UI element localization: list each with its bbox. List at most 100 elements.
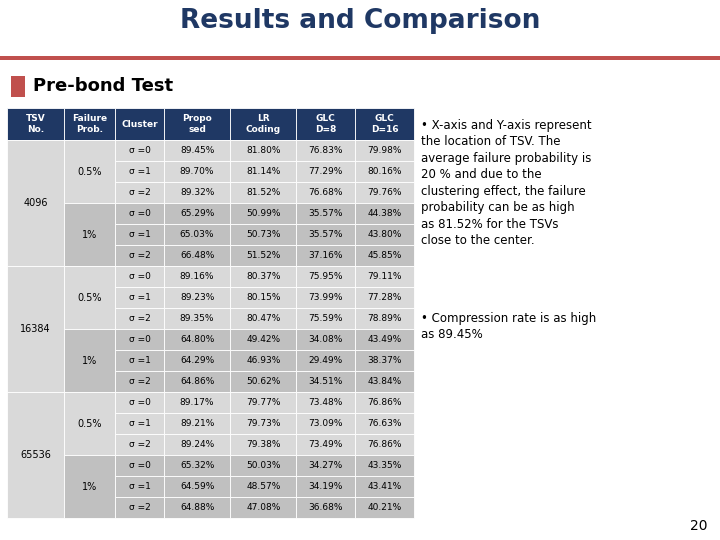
Bar bbox=[355, 245, 414, 266]
Bar bbox=[230, 161, 297, 182]
Bar bbox=[164, 266, 230, 287]
Bar bbox=[355, 329, 414, 350]
Text: 38.37%: 38.37% bbox=[367, 356, 402, 365]
Bar bbox=[164, 203, 230, 224]
Text: 66.48%: 66.48% bbox=[180, 251, 215, 260]
Text: σ =0: σ =0 bbox=[129, 209, 150, 218]
Bar bbox=[164, 371, 230, 392]
Bar bbox=[7, 266, 63, 392]
Bar bbox=[297, 497, 355, 518]
Bar bbox=[230, 245, 297, 266]
Text: 64.88%: 64.88% bbox=[180, 503, 215, 512]
Bar bbox=[164, 476, 230, 497]
Bar bbox=[355, 182, 414, 203]
Bar bbox=[115, 392, 164, 413]
Bar bbox=[63, 140, 115, 203]
Text: 76.68%: 76.68% bbox=[309, 188, 343, 197]
Text: 47.08%: 47.08% bbox=[246, 503, 281, 512]
Bar bbox=[63, 392, 115, 455]
Text: 76.83%: 76.83% bbox=[309, 146, 343, 155]
Bar bbox=[355, 476, 414, 497]
Bar bbox=[355, 413, 414, 434]
Text: 37.16%: 37.16% bbox=[309, 251, 343, 260]
Text: 81.52%: 81.52% bbox=[246, 188, 281, 197]
Bar bbox=[230, 476, 297, 497]
Bar bbox=[164, 245, 230, 266]
Bar bbox=[115, 455, 164, 476]
Text: 43.80%: 43.80% bbox=[367, 230, 402, 239]
Text: 89.35%: 89.35% bbox=[180, 314, 215, 323]
Text: 4096: 4096 bbox=[23, 198, 48, 208]
Bar bbox=[164, 392, 230, 413]
Text: 64.80%: 64.80% bbox=[180, 335, 215, 344]
Bar bbox=[297, 182, 355, 203]
Bar bbox=[115, 182, 164, 203]
Bar bbox=[355, 140, 414, 161]
Text: 43.84%: 43.84% bbox=[367, 377, 402, 386]
Text: GLC
D=8: GLC D=8 bbox=[315, 114, 336, 134]
Bar bbox=[164, 287, 230, 308]
Text: 35.57%: 35.57% bbox=[309, 230, 343, 239]
Text: Failure
Prob.: Failure Prob. bbox=[72, 114, 107, 134]
Bar bbox=[230, 329, 297, 350]
Text: 40.21%: 40.21% bbox=[367, 503, 402, 512]
Bar bbox=[297, 203, 355, 224]
Bar bbox=[115, 329, 164, 350]
Bar bbox=[355, 371, 414, 392]
Bar bbox=[115, 287, 164, 308]
Text: 79.11%: 79.11% bbox=[367, 272, 402, 281]
Text: Results and Comparison: Results and Comparison bbox=[180, 8, 540, 33]
Bar bbox=[297, 413, 355, 434]
Bar bbox=[164, 434, 230, 455]
Text: 80.16%: 80.16% bbox=[367, 167, 402, 176]
Bar bbox=[230, 203, 297, 224]
Text: σ =2: σ =2 bbox=[129, 503, 150, 512]
Bar bbox=[115, 497, 164, 518]
Text: σ =2: σ =2 bbox=[129, 188, 150, 197]
Bar bbox=[115, 266, 164, 287]
Text: 44.38%: 44.38% bbox=[367, 209, 402, 218]
Bar bbox=[230, 224, 297, 245]
Bar bbox=[297, 329, 355, 350]
Text: 79.76%: 79.76% bbox=[367, 188, 402, 197]
Bar bbox=[230, 266, 297, 287]
Text: 89.23%: 89.23% bbox=[180, 293, 215, 302]
Text: 35.57%: 35.57% bbox=[309, 209, 343, 218]
Text: 1%: 1% bbox=[81, 482, 97, 492]
Text: 50.99%: 50.99% bbox=[246, 209, 281, 218]
Text: 64.29%: 64.29% bbox=[180, 356, 215, 365]
Text: σ =1: σ =1 bbox=[129, 293, 150, 302]
Text: 50.73%: 50.73% bbox=[246, 230, 281, 239]
Bar bbox=[115, 308, 164, 329]
Text: 29.49%: 29.49% bbox=[309, 356, 343, 365]
Text: 77.29%: 77.29% bbox=[309, 167, 343, 176]
Bar bbox=[164, 413, 230, 434]
Bar bbox=[164, 108, 230, 140]
Bar bbox=[297, 287, 355, 308]
Text: 73.49%: 73.49% bbox=[309, 440, 343, 449]
Text: 0.5%: 0.5% bbox=[77, 419, 102, 429]
Bar bbox=[164, 224, 230, 245]
Bar bbox=[164, 497, 230, 518]
Text: σ =0: σ =0 bbox=[129, 272, 150, 281]
Text: Propo
sed: Propo sed bbox=[182, 114, 212, 134]
Bar bbox=[164, 455, 230, 476]
Text: 75.59%: 75.59% bbox=[309, 314, 343, 323]
Bar bbox=[115, 371, 164, 392]
Bar bbox=[230, 287, 297, 308]
Text: 89.17%: 89.17% bbox=[180, 399, 215, 407]
Bar bbox=[297, 224, 355, 245]
Text: Pre-bond Test: Pre-bond Test bbox=[33, 77, 174, 96]
Text: 89.32%: 89.32% bbox=[180, 188, 215, 197]
Text: 20: 20 bbox=[690, 519, 708, 534]
Bar bbox=[115, 476, 164, 497]
Bar bbox=[297, 371, 355, 392]
Text: 49.42%: 49.42% bbox=[246, 335, 280, 344]
Bar bbox=[355, 455, 414, 476]
Bar bbox=[230, 434, 297, 455]
Bar bbox=[115, 108, 164, 140]
Bar bbox=[297, 266, 355, 287]
Text: 65.29%: 65.29% bbox=[180, 209, 215, 218]
Text: 73.48%: 73.48% bbox=[309, 399, 343, 407]
Text: 76.86%: 76.86% bbox=[367, 399, 402, 407]
